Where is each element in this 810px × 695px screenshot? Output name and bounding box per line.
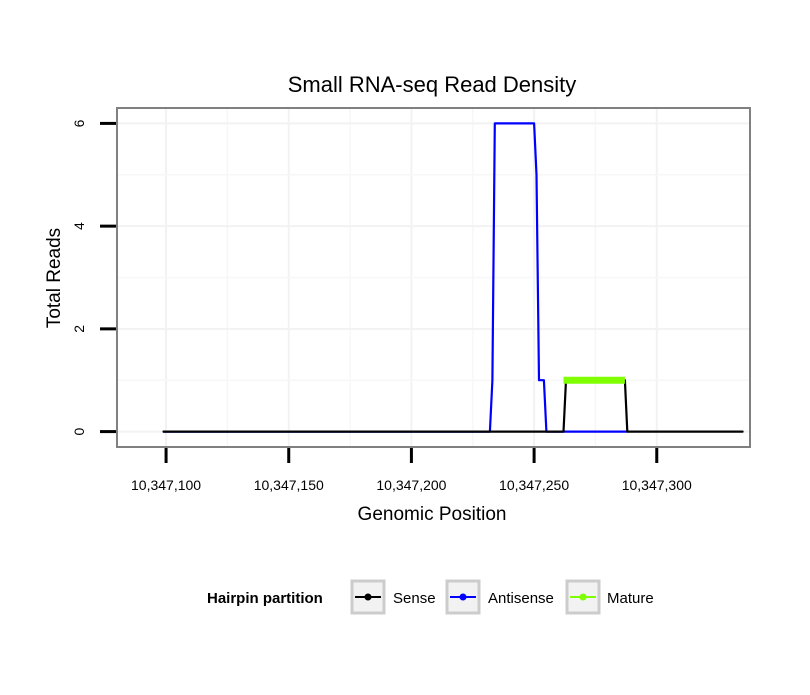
plot-panel-border xyxy=(116,107,751,448)
x-tick-label: 10,347,150 xyxy=(254,477,324,493)
y-tick-label: 4 xyxy=(71,222,87,230)
series-layer xyxy=(162,122,744,433)
x-tick-label: 10,347,100 xyxy=(131,477,201,493)
x-tick-label: 10,347,250 xyxy=(499,477,569,493)
y-tick-label: 0 xyxy=(71,427,87,435)
legend-label-antisense: Antisense xyxy=(488,590,554,607)
sense-series-line xyxy=(162,379,744,433)
legend-label-mature: Mature xyxy=(607,590,654,607)
y-tick-label: 2 xyxy=(71,325,87,333)
chart-title: Small RNA-seq Read Density xyxy=(288,72,577,97)
legend: Hairpin partition Sense Antisense Mature xyxy=(207,579,654,615)
y-tick-label: 6 xyxy=(71,119,87,127)
legend-swatch-point-mature xyxy=(579,593,587,601)
y-axis-title: Total Reads xyxy=(44,228,65,328)
legend-label-sense: Sense xyxy=(393,590,436,607)
antisense-series-line xyxy=(162,122,629,433)
legend-swatch-point-sense xyxy=(364,593,372,601)
x-tick-label: 10,347,300 xyxy=(622,477,692,493)
legend-title: Hairpin partition xyxy=(207,590,323,607)
grid-layer xyxy=(117,108,750,447)
axis-layer: 10,347,100 10,347,150 10,347,200 10,347,250… xyxy=(71,119,692,493)
x-axis-title: Genomic Position xyxy=(358,504,507,525)
x-tick-label: 10,347,200 xyxy=(376,477,446,493)
legend-swatch-point-antisense xyxy=(459,593,467,601)
